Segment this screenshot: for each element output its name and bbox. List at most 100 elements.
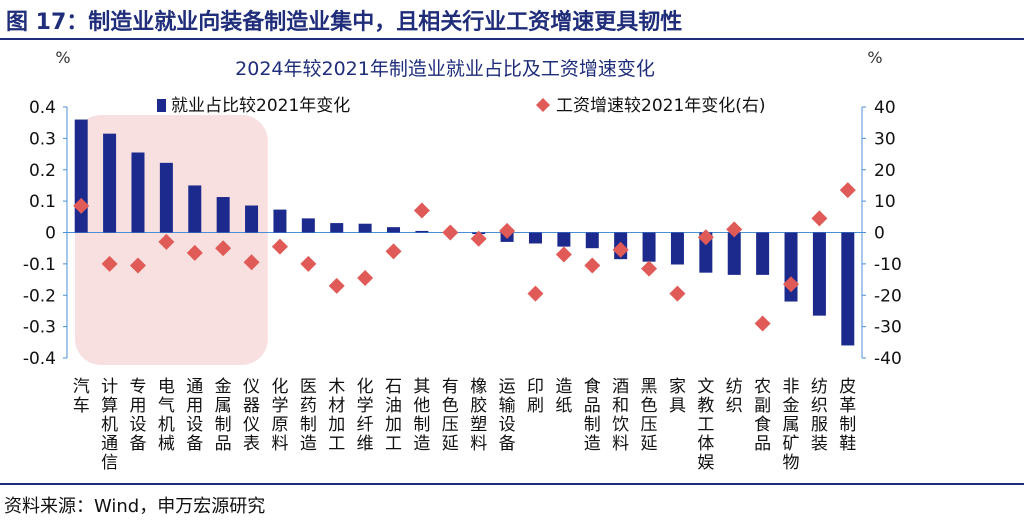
left-tick-label: 0.3: [29, 129, 56, 149]
marker-3: [158, 233, 175, 250]
marker-10: [357, 269, 374, 286]
marker-8: [300, 255, 317, 272]
x-label-21: 家具: [669, 377, 686, 416]
x-label-19: 酒和饮料: [612, 377, 629, 454]
x-label-16: 印刷: [527, 377, 544, 416]
marker-5: [215, 240, 232, 257]
bar-4: [188, 185, 202, 233]
marker-24: [754, 315, 771, 332]
right-tick-label: -10: [874, 255, 902, 275]
marker-11: [385, 243, 402, 260]
marker-2: [129, 257, 146, 274]
marker-27: [839, 182, 856, 199]
right-tick-label: 0: [874, 224, 885, 244]
x-label-23: 纺织: [726, 377, 743, 416]
bar-27: [841, 232, 855, 346]
left-tick-label: 0: [45, 224, 56, 244]
bar-22: [699, 232, 713, 273]
bar-20: [642, 232, 656, 262]
marker-18: [584, 257, 601, 274]
bar-23: [727, 232, 741, 275]
marker-25: [783, 276, 800, 293]
bar-26: [812, 232, 826, 316]
right-tick-label: -40: [874, 349, 902, 369]
chart-area: 2024年较2021年制造业就业占比及工资增速变化% % 0.4 0.3 0.2 0.1 0…: [23, 48, 902, 473]
x-label-11: 石油加工: [385, 377, 402, 454]
bar-21: [670, 232, 684, 265]
legend-bar-label: 就业占比较2021年变化: [171, 96, 350, 116]
bar-18: [585, 232, 599, 249]
marker-12: [413, 202, 430, 219]
left-tick-label: -0.2: [23, 286, 56, 306]
bar-10: [358, 223, 372, 233]
x-label-24: 农副食品: [754, 377, 771, 454]
x-label-25: 非金属矿物: [783, 377, 800, 473]
left-tick-label: 0.2: [29, 161, 56, 181]
x-label-15: 运输设备: [499, 377, 516, 454]
bar-24: [756, 232, 770, 275]
marker-21: [669, 285, 686, 302]
bar-5: [216, 197, 230, 233]
x-label-3: 电气机械: [158, 377, 175, 454]
x-label-1: 计算机通信: [101, 377, 118, 473]
x-label-6: 仪器仪表: [243, 377, 260, 454]
x-label-10: 化学纤维: [357, 377, 374, 454]
x-label-14: 橡胶塑料: [470, 377, 487, 454]
x-label-27: 皮革制鞋: [839, 377, 856, 454]
bar-9: [330, 223, 344, 233]
left-tick-label: 0.4: [29, 98, 56, 118]
left-tick-label: -0.1: [23, 255, 56, 275]
marker-26: [811, 210, 828, 227]
right-tick-label: 20: [874, 161, 896, 181]
marker-7: [271, 238, 288, 255]
x-label-12: 其他制造: [413, 377, 430, 454]
legend-marker-label: 工资增速较2021年变化(右): [556, 96, 766, 116]
marker-17: [555, 246, 572, 263]
marker-9: [328, 277, 345, 294]
x-label-2: 专用设备: [129, 377, 146, 454]
x-label-5: 金属制品: [215, 377, 232, 454]
x-label-26: 纺织服装: [811, 377, 828, 454]
marker-19: [612, 241, 629, 258]
marker-15: [499, 222, 516, 239]
marker-1: [101, 255, 118, 272]
chart-title: 2024年较2021年制造业就业占比及工资增速变化: [235, 58, 655, 80]
x-label-9: 木材加工: [328, 377, 345, 454]
bar-8: [301, 218, 315, 233]
left-tick-label: -0.4: [23, 349, 56, 369]
x-label-8: 医药制造: [300, 377, 317, 454]
x-label-22: 文教工体娱: [697, 377, 714, 473]
bar-11: [387, 227, 401, 233]
bar-0: [74, 119, 88, 233]
bar-6: [245, 205, 259, 233]
figure-header: 图 17：制造业就业向装备制造业集中，且相关行业工资增速更具韧性: [0, 0, 1024, 40]
bar-1: [103, 133, 117, 233]
right-tick-label: -30: [874, 318, 902, 338]
bar-12: [415, 230, 429, 233]
footer-rule: [0, 483, 1024, 485]
bar-3: [159, 162, 173, 233]
right-tick-label: -20: [874, 286, 902, 306]
left-tick-label: -0.3: [23, 318, 56, 338]
x-label-20: 黑色压延: [641, 377, 658, 454]
header-rule: [0, 38, 1024, 40]
right-tick-label: 10: [874, 192, 896, 212]
x-label-13: 有色压延: [442, 377, 459, 454]
x-label-17: 造纸: [555, 377, 572, 416]
bar-7: [273, 209, 287, 233]
bar-2: [131, 152, 145, 233]
marker-20: [641, 260, 658, 277]
marker-22: [697, 229, 714, 246]
right-tick-label: 40: [874, 98, 896, 118]
marker-6: [243, 254, 260, 271]
right-axis-unit: %: [867, 48, 882, 67]
marker-16: [527, 285, 544, 302]
bar-17: [557, 232, 571, 247]
figure-caption: 图 17：制造业就业向装备制造业集中，且相关行业工资增速更具韧性: [6, 10, 683, 35]
x-label-4: 通用设备: [186, 377, 203, 454]
legend-bar-swatch: [157, 99, 166, 112]
marker-13: [442, 224, 459, 241]
source-note: 资料来源：Wind，申万宏源研究: [4, 496, 266, 517]
x-label-18: 食品制造: [584, 377, 601, 454]
marker-4: [186, 244, 203, 261]
